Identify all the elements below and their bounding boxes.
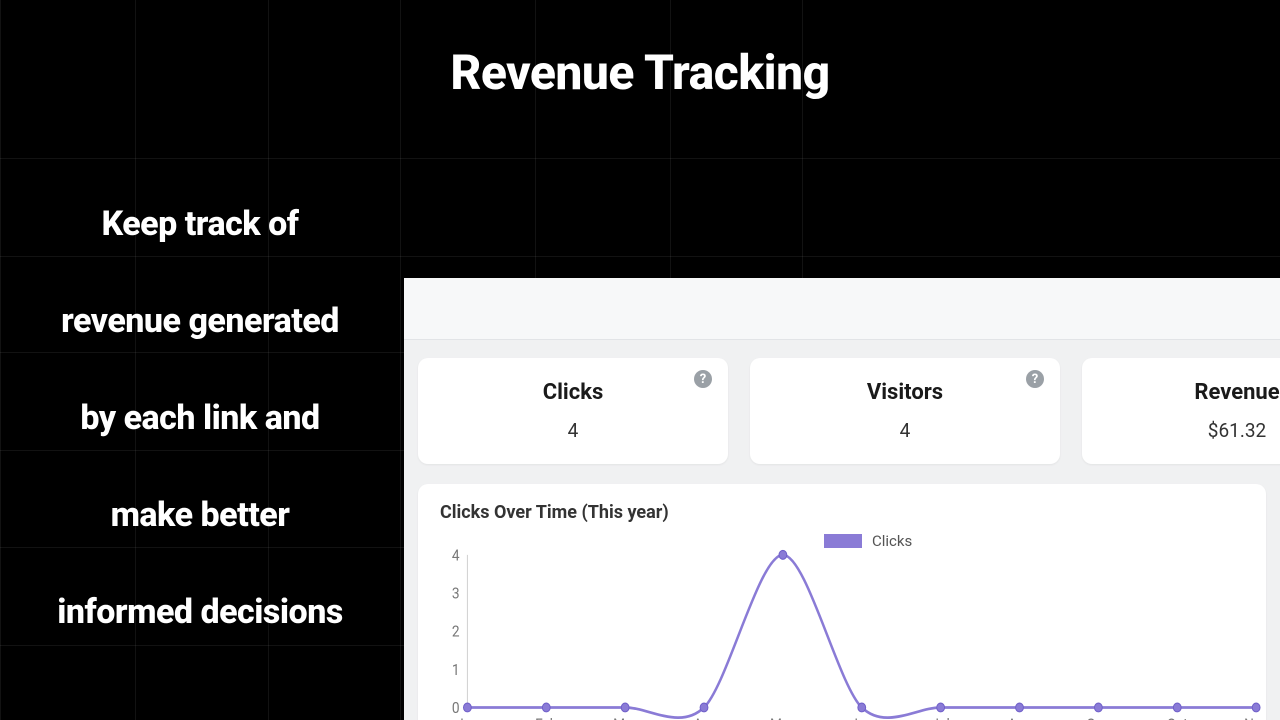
tagline: Keep track ofrevenue generatedby each li… [0,176,400,660]
svg-text:Jun: Jun [850,715,873,720]
stat-card-visitors: ? Visitors 4 [750,358,1060,464]
stat-card-title: Clicks [543,380,604,405]
svg-text:4: 4 [452,546,460,565]
svg-text:Oct: Oct [1167,715,1188,720]
svg-text:Apr: Apr [693,715,714,720]
svg-text:Mar: Mar [613,715,637,720]
stat-card-clicks: ? Clicks 4 [418,358,728,464]
stat-card-value: $61.32 [1208,419,1266,442]
dashboard-topbar [404,278,1280,340]
help-icon[interactable]: ? [1026,370,1044,388]
svg-text:Sep: Sep [1087,715,1110,720]
clicks-chart-card: Clicks Over Time (This year) Clicks 0123… [418,484,1266,720]
svg-text:Aug: Aug [1007,715,1031,720]
tagline-line: informed decisions [0,564,400,661]
help-icon[interactable]: ? [694,370,712,388]
svg-text:May: May [770,715,796,720]
svg-text:Nov: Nov [1244,715,1262,720]
chart-svg: 01234JanFebMarAprMayJunJulAugSepOctNov [440,546,1262,720]
tagline-line: Keep track of [0,176,400,273]
chart-area: 01234JanFebMarAprMayJunJulAugSepOctNov [440,546,1262,720]
stat-card-title: Revenue [1194,380,1279,405]
svg-text:Jul: Jul [931,715,949,720]
page-title: Revenue Tracking [0,44,1280,101]
svg-text:2: 2 [452,622,460,641]
stat-card-value: 4 [900,419,911,442]
tagline-line: by each link and [0,370,400,467]
dashboard-panel: ? Clicks 4 ? Visitors 4 Revenue $61.32 C… [404,278,1280,720]
svg-text:1: 1 [452,660,460,679]
tagline-line: revenue generated [0,273,400,370]
stat-cards-row: ? Clicks 4 ? Visitors 4 Revenue $61.32 [404,340,1280,464]
stat-card-revenue: Revenue $61.32 [1082,358,1280,464]
svg-text:3: 3 [452,584,460,603]
svg-text:Feb: Feb [535,715,557,720]
stat-card-title: Visitors [867,380,943,405]
tagline-line: make better [0,467,400,564]
stat-card-value: 4 [568,419,579,442]
svg-text:Jan: Jan [456,715,479,720]
chart-title: Clicks Over Time (This year) [440,502,1244,523]
